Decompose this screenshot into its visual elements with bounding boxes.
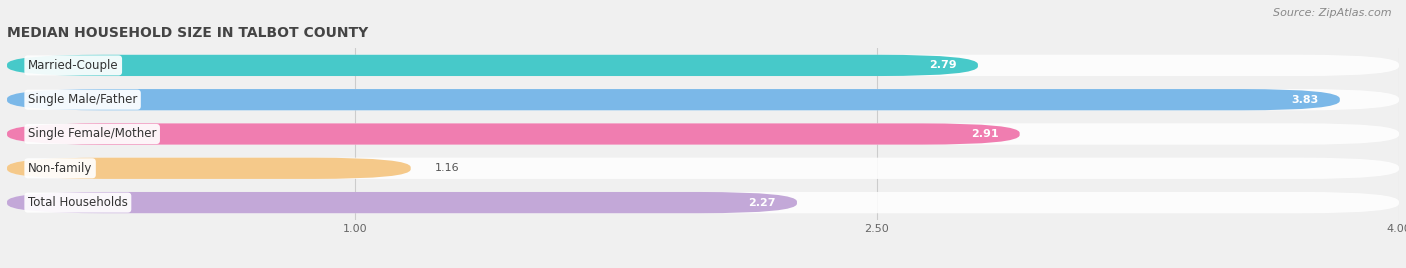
FancyBboxPatch shape	[7, 158, 411, 179]
Text: MEDIAN HOUSEHOLD SIZE IN TALBOT COUNTY: MEDIAN HOUSEHOLD SIZE IN TALBOT COUNTY	[7, 26, 368, 40]
FancyBboxPatch shape	[7, 123, 1019, 145]
Text: 2.27: 2.27	[748, 198, 776, 208]
FancyBboxPatch shape	[7, 55, 1399, 76]
Text: 2.91: 2.91	[972, 129, 998, 139]
FancyBboxPatch shape	[7, 158, 1399, 179]
FancyBboxPatch shape	[7, 55, 979, 76]
Text: Married-Couple: Married-Couple	[28, 59, 118, 72]
Text: 2.79: 2.79	[929, 60, 957, 70]
Text: Non-family: Non-family	[28, 162, 93, 175]
FancyBboxPatch shape	[7, 192, 1399, 213]
Text: 3.83: 3.83	[1292, 95, 1319, 105]
Text: Source: ZipAtlas.com: Source: ZipAtlas.com	[1274, 8, 1392, 18]
FancyBboxPatch shape	[7, 89, 1399, 110]
FancyBboxPatch shape	[7, 192, 797, 213]
Text: Total Households: Total Households	[28, 196, 128, 209]
FancyBboxPatch shape	[7, 89, 1340, 110]
Text: Single Female/Mother: Single Female/Mother	[28, 128, 156, 140]
FancyBboxPatch shape	[7, 123, 1399, 145]
Text: Single Male/Father: Single Male/Father	[28, 93, 138, 106]
Text: 1.16: 1.16	[434, 163, 460, 173]
